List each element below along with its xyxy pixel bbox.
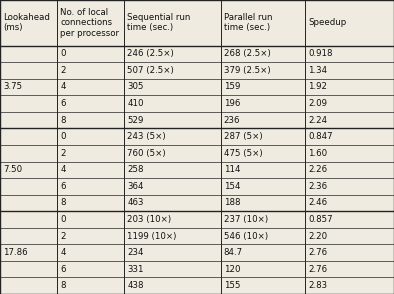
Text: 188: 188 [224, 198, 240, 207]
Text: 0: 0 [60, 49, 66, 58]
Text: 475 (5×): 475 (5×) [224, 149, 262, 158]
Text: 0.857: 0.857 [309, 215, 333, 224]
Text: 84.7: 84.7 [224, 248, 243, 257]
Text: 4: 4 [60, 83, 66, 91]
Text: 331: 331 [127, 265, 144, 274]
Text: 2.09: 2.09 [309, 99, 327, 108]
Text: 2: 2 [60, 232, 66, 240]
Text: 507 (2.5×): 507 (2.5×) [127, 66, 174, 75]
Text: 243 (5×): 243 (5×) [127, 132, 166, 141]
Text: 1.34: 1.34 [309, 66, 328, 75]
Text: 305: 305 [127, 83, 144, 91]
Text: 196: 196 [224, 99, 240, 108]
Text: 237 (10×): 237 (10×) [224, 215, 268, 224]
Text: 2.24: 2.24 [309, 116, 328, 125]
Text: 6: 6 [60, 182, 66, 191]
Text: 155: 155 [224, 281, 240, 290]
Text: 438: 438 [127, 281, 144, 290]
Text: 8: 8 [60, 198, 66, 207]
Text: 379 (2.5×): 379 (2.5×) [224, 66, 270, 75]
Text: 1.92: 1.92 [309, 83, 327, 91]
Text: 234: 234 [127, 248, 144, 257]
Text: 4: 4 [60, 165, 66, 174]
Text: 364: 364 [127, 182, 144, 191]
Text: 6: 6 [60, 265, 66, 274]
Text: 0.847: 0.847 [309, 132, 333, 141]
Text: Sequential run
time (sec.): Sequential run time (sec.) [127, 13, 191, 32]
Text: Parallel run
time (sec.): Parallel run time (sec.) [224, 13, 272, 32]
Text: 246 (2.5×): 246 (2.5×) [127, 49, 174, 58]
Text: 2.26: 2.26 [309, 165, 328, 174]
Text: 463: 463 [127, 198, 144, 207]
Text: 1199 (10×): 1199 (10×) [127, 232, 177, 240]
Text: 114: 114 [224, 165, 240, 174]
Text: 17.86: 17.86 [3, 248, 28, 257]
Text: 236: 236 [224, 116, 240, 125]
Text: 2.20: 2.20 [309, 232, 328, 240]
Text: 258: 258 [127, 165, 144, 174]
Text: 546 (10×): 546 (10×) [224, 232, 268, 240]
Text: 410: 410 [127, 99, 144, 108]
Text: 760 (5×): 760 (5×) [127, 149, 166, 158]
Text: 2.83: 2.83 [309, 281, 328, 290]
Text: 2.36: 2.36 [309, 182, 328, 191]
Text: 268 (2.5×): 268 (2.5×) [224, 49, 271, 58]
Text: 3.75: 3.75 [3, 83, 22, 91]
Text: 0.918: 0.918 [309, 49, 333, 58]
Text: 2: 2 [60, 149, 66, 158]
Text: 159: 159 [224, 83, 240, 91]
Text: 1.60: 1.60 [309, 149, 328, 158]
Text: 154: 154 [224, 182, 240, 191]
Text: 287 (5×): 287 (5×) [224, 132, 262, 141]
Text: 529: 529 [127, 116, 144, 125]
Text: No. of local
connections
per processor: No. of local connections per processor [60, 8, 119, 38]
Text: 8: 8 [60, 116, 66, 125]
Text: 7.50: 7.50 [3, 165, 22, 174]
Text: 120: 120 [224, 265, 240, 274]
Text: 6: 6 [60, 99, 66, 108]
Text: 8: 8 [60, 281, 66, 290]
Text: Speedup: Speedup [309, 18, 347, 27]
Text: Lookahead
(ms): Lookahead (ms) [3, 13, 50, 32]
Text: 0: 0 [60, 215, 66, 224]
Text: 2.76: 2.76 [309, 248, 328, 257]
Text: 203 (10×): 203 (10×) [127, 215, 171, 224]
Text: 0: 0 [60, 132, 66, 141]
Text: 4: 4 [60, 248, 66, 257]
Text: 2.76: 2.76 [309, 265, 328, 274]
Text: 2: 2 [60, 66, 66, 75]
Text: 2.46: 2.46 [309, 198, 328, 207]
